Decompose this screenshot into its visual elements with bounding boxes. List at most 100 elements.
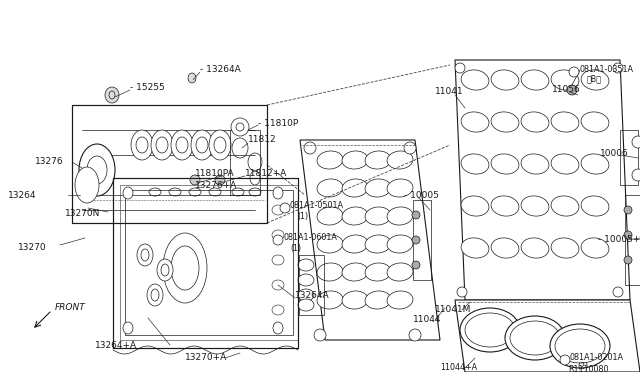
Ellipse shape (387, 179, 413, 197)
Text: 11044: 11044 (413, 315, 442, 324)
Ellipse shape (190, 175, 200, 185)
Text: (1): (1) (297, 212, 308, 221)
Ellipse shape (387, 291, 413, 309)
Ellipse shape (521, 196, 549, 216)
Ellipse shape (123, 187, 133, 199)
Ellipse shape (551, 70, 579, 90)
Text: 13276: 13276 (35, 157, 63, 167)
Ellipse shape (317, 179, 343, 197)
Text: 081A1-0601A: 081A1-0601A (283, 232, 337, 241)
Text: 11041M: 11041M (435, 305, 472, 314)
Text: - 13264A: - 13264A (200, 65, 241, 74)
Text: 11810PA: 11810PA (195, 169, 235, 177)
Ellipse shape (632, 136, 640, 148)
Ellipse shape (342, 291, 368, 309)
Ellipse shape (632, 169, 640, 181)
Ellipse shape (342, 235, 368, 253)
Ellipse shape (273, 322, 283, 334)
Ellipse shape (387, 235, 413, 253)
Ellipse shape (280, 203, 290, 213)
Ellipse shape (79, 144, 115, 196)
Polygon shape (455, 60, 630, 300)
Ellipse shape (231, 118, 249, 136)
Ellipse shape (581, 112, 609, 132)
Text: - 10005+A: - 10005+A (598, 235, 640, 244)
Ellipse shape (550, 324, 610, 368)
Ellipse shape (461, 196, 489, 216)
Ellipse shape (412, 236, 420, 244)
Text: 11044+A: 11044+A (440, 363, 477, 372)
Ellipse shape (151, 130, 173, 160)
Ellipse shape (521, 154, 549, 174)
Text: 11041: 11041 (435, 87, 463, 96)
Ellipse shape (624, 231, 632, 239)
Ellipse shape (521, 238, 549, 258)
Ellipse shape (412, 211, 420, 219)
Text: FRONT: FRONT (55, 304, 86, 312)
Ellipse shape (191, 130, 213, 160)
Ellipse shape (298, 274, 314, 286)
Text: - 15255: - 15255 (130, 83, 164, 93)
Text: 11812: 11812 (248, 135, 276, 144)
Ellipse shape (298, 299, 314, 311)
Ellipse shape (613, 287, 623, 297)
Ellipse shape (105, 87, 119, 103)
Ellipse shape (551, 196, 579, 216)
Ellipse shape (491, 70, 519, 90)
Ellipse shape (567, 85, 577, 95)
Text: 13264A: 13264A (295, 291, 330, 299)
Text: 13264: 13264 (8, 190, 36, 199)
Ellipse shape (317, 235, 343, 253)
Ellipse shape (387, 263, 413, 281)
Ellipse shape (551, 154, 579, 174)
Ellipse shape (551, 112, 579, 132)
Text: 13270+A: 13270+A (185, 353, 227, 362)
Bar (620, 130, 638, 185)
Bar (113, 178, 298, 348)
Ellipse shape (521, 70, 549, 90)
Ellipse shape (171, 130, 193, 160)
Ellipse shape (188, 73, 196, 83)
Ellipse shape (457, 287, 467, 297)
Text: 13270N: 13270N (65, 208, 100, 218)
Ellipse shape (461, 238, 489, 258)
Ellipse shape (412, 261, 420, 269)
Bar (625, 195, 640, 285)
Ellipse shape (131, 130, 153, 160)
Bar (120, 185, 298, 340)
Ellipse shape (613, 63, 623, 73)
Text: 10006: 10006 (600, 148, 628, 157)
Ellipse shape (317, 263, 343, 281)
Text: (1): (1) (290, 244, 301, 253)
Text: 081A1-0201A: 081A1-0201A (570, 353, 624, 362)
Ellipse shape (581, 238, 609, 258)
Ellipse shape (317, 207, 343, 225)
Ellipse shape (404, 142, 416, 154)
Ellipse shape (491, 196, 519, 216)
Ellipse shape (298, 289, 314, 301)
Text: 〈B〉: 〈B〉 (587, 74, 602, 83)
Ellipse shape (157, 259, 173, 281)
Ellipse shape (342, 179, 368, 197)
Ellipse shape (569, 67, 579, 77)
Text: 081A1-0351A: 081A1-0351A (580, 64, 634, 74)
Ellipse shape (387, 207, 413, 225)
Bar (413, 200, 431, 280)
Ellipse shape (491, 154, 519, 174)
Ellipse shape (365, 151, 391, 169)
Ellipse shape (298, 259, 314, 271)
Bar (230, 130, 260, 195)
Ellipse shape (342, 151, 368, 169)
Ellipse shape (365, 291, 391, 309)
Ellipse shape (314, 329, 326, 341)
Text: 13264+A: 13264+A (95, 341, 137, 350)
Ellipse shape (491, 238, 519, 258)
Text: - 11810P: - 11810P (258, 119, 298, 128)
Text: R1110080: R1110080 (568, 366, 609, 372)
Ellipse shape (163, 233, 207, 303)
Polygon shape (300, 140, 440, 340)
Ellipse shape (461, 112, 489, 132)
Ellipse shape (304, 142, 316, 154)
Ellipse shape (365, 207, 391, 225)
Bar (299, 255, 324, 315)
